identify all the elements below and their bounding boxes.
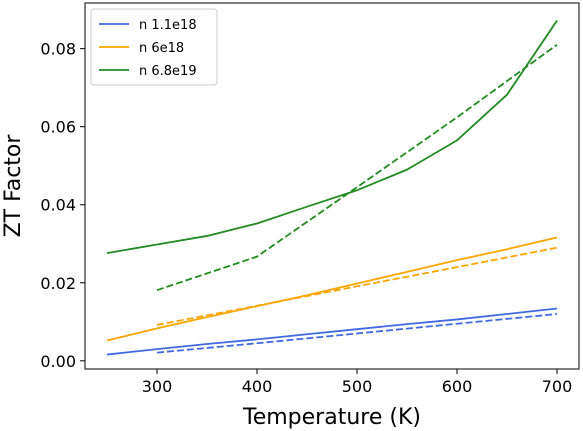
legend-box [90, 8, 218, 86]
y-axis-ticks: 0.00 0.02 0.04 0.06 0.08 [40, 40, 85, 371]
series-line-0 [106, 307, 558, 356]
x-tick-label: 600 [442, 377, 473, 396]
x-axis-label: Temperature (K) [242, 405, 421, 430]
y-axis-label: ZT Factor [1, 134, 26, 238]
series-line-1 [106, 236, 558, 342]
x-tick-label: 500 [342, 377, 373, 396]
x-tick-label: 700 [542, 377, 573, 396]
x-tick-label: 400 [242, 377, 273, 396]
y-tick-label: 0.02 [40, 274, 76, 293]
series-layer [106, 20, 558, 356]
y-tick-label: 0.06 [40, 118, 76, 137]
series-line-3-dashed [156, 313, 558, 354]
series-line-5-dashed [156, 44, 558, 292]
x-tick-label: 300 [142, 377, 173, 396]
legend-label: n 6.8e19 [139, 64, 197, 79]
plot-frame [84, 2, 580, 370]
y-tick-label: 0.08 [40, 40, 76, 59]
legend: n 1.1e18 n 6e18 n 6.8e19 [90, 8, 218, 86]
y-tick-label: 0.04 [40, 196, 76, 215]
series-line-4-dashed [156, 246, 558, 326]
y-tick-label: 0.00 [40, 352, 76, 371]
legend-label: n 1.1e18 [139, 18, 197, 33]
x-axis-ticks: 300 400 500 600 700 [142, 369, 573, 396]
series-line-2 [106, 20, 558, 254]
legend-label: n 6e18 [139, 41, 184, 56]
